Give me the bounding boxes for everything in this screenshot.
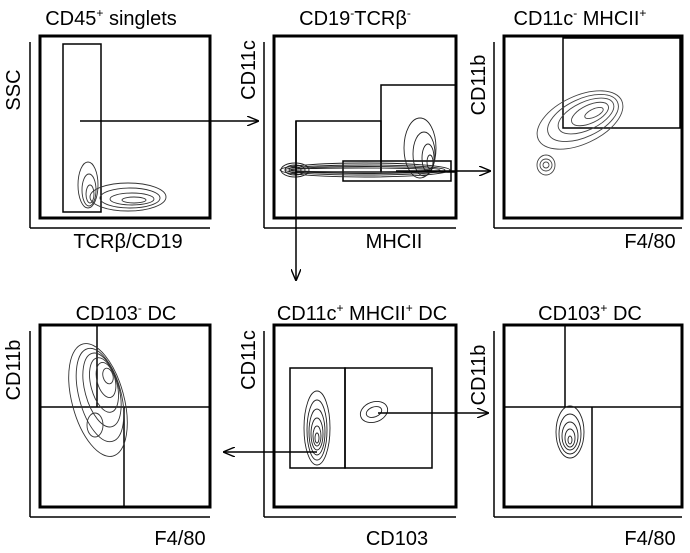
panel-cd103-pos-dc: CD103+ DC CD11b F4/80 (468, 301, 684, 550)
panel-1-contours (77, 161, 167, 212)
panel-cd103-neg-dc: CD103- DC CD11b F4/80 (3, 301, 212, 550)
panel-cd45-singlets: CD45+ singlets SSC TCRβ/CD19 (3, 6, 212, 253)
panel-cd11c-mhcii-dc: CD11c+ MHCII+ DC CD11c CD103 (238, 301, 458, 550)
panel-3-ylabel: CD11b (468, 55, 490, 116)
panel-1-frame (38, 34, 212, 220)
panel-4-contours (68, 343, 128, 457)
panel-3-contours (536, 90, 624, 176)
panel-5-title: CD11c+ MHCII+ DC (277, 301, 447, 325)
panel-6-contours (555, 405, 585, 459)
panel-2-contours (279, 117, 451, 179)
panel-1-gate (62, 43, 102, 213)
panel-5-gate-right (344, 367, 433, 469)
panel-2-frame (272, 34, 458, 220)
panel-1-xlabel: TCRβ/CD19 (73, 231, 182, 253)
panel-6-xlabel: F4/80 (624, 528, 675, 550)
panel-3-gate (562, 37, 681, 129)
gating-arrows (80, 121, 490, 452)
panel-6-frame (502, 323, 684, 509)
panel-6-ylabel: CD11b (468, 345, 490, 406)
panel-5-contours (303, 390, 389, 466)
panel-3-frame (502, 34, 684, 220)
panel-cd11c-mhcii: CD11c- MHCII+ CD11b F4/80 (468, 6, 684, 253)
panel-3-title: CD11c- MHCII+ (514, 6, 647, 30)
panel-3-xlabel: F4/80 (624, 231, 675, 253)
panel-4-xlabel: F4/80 (154, 528, 205, 550)
panel-5-frame (272, 323, 458, 509)
panel-2-gate-right (380, 84, 457, 173)
panel-5-xlabel: CD103 (366, 528, 428, 550)
panel-2-title: CD19-TCRβ- (299, 6, 411, 30)
panel-2-ylabel: CD11c (238, 40, 260, 100)
panel-4-frame (38, 323, 212, 509)
panel-4-ylabel: CD11b (3, 340, 25, 401)
panel-cd19-tcrb: CD19-TCRβ- CD11c MHCII (238, 6, 458, 253)
panel-2-xlabel: MHCII (366, 231, 423, 253)
panel-1-title: CD45+ singlets (45, 6, 177, 30)
panel-5-ylabel: CD11c (238, 330, 260, 390)
panel-1-ylabel: SSC (3, 69, 25, 110)
panel-4-title: CD103- DC (76, 301, 177, 325)
panel-6-title: CD103+ DC (538, 301, 642, 325)
